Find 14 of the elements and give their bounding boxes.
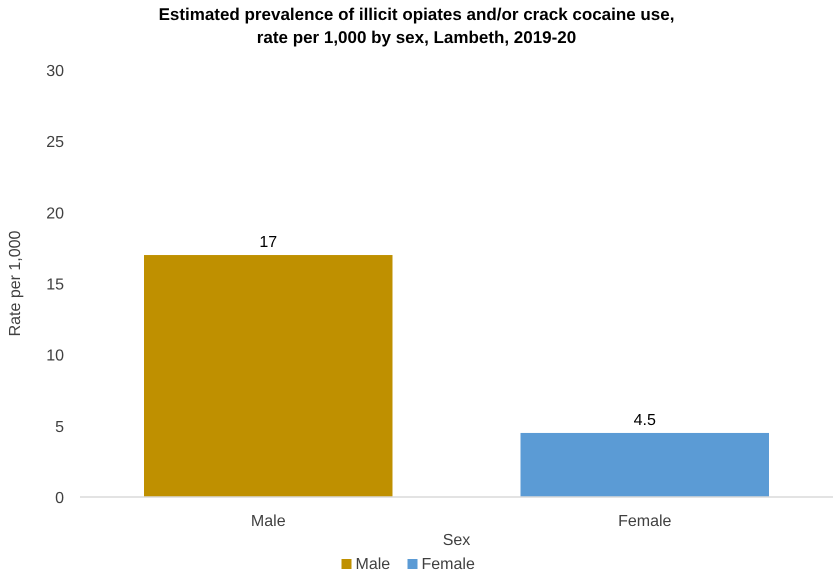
y-tick-label: 20 <box>46 205 64 222</box>
y-tick-label: 25 <box>46 134 64 152</box>
y-axis-title: Rate per 1,000 <box>7 230 24 336</box>
legend-label: Female <box>422 556 475 573</box>
data-label: 4.5 <box>634 412 656 429</box>
y-tick-label: 30 <box>46 63 64 80</box>
y-tick-label: 5 <box>55 418 64 436</box>
data-label: 17 <box>259 234 278 252</box>
y-tick-label: 15 <box>46 276 64 294</box>
x-axis-title: Sex <box>442 532 470 549</box>
legend-label: Male <box>356 556 390 573</box>
y-tick-label: 0 <box>55 490 64 507</box>
y-tick-label: 10 <box>46 348 64 365</box>
chart-title: Estimated prevalence of illicit opiates and/or crack cocaine use, rate per 1,000 by sex, Lambeth, 2019-20 <box>158 5 674 47</box>
